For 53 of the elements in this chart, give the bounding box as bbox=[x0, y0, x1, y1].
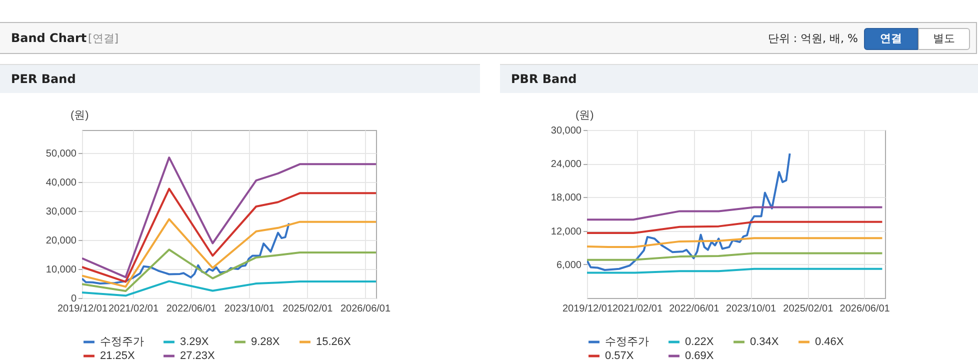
legend-label: 15.26X bbox=[316, 336, 352, 348]
chart-title: PBR Band bbox=[500, 64, 978, 93]
legend-label: 21.25X bbox=[100, 350, 136, 362]
x-tick-label: 2025/02/01 bbox=[282, 304, 334, 314]
x-tick-label: 2022/06/01 bbox=[669, 304, 720, 314]
text: 단위 : 억원, 배, % bbox=[768, 31, 858, 46]
text: 별도 bbox=[918, 28, 970, 50]
x-tick-label: 2019/12/01 bbox=[57, 304, 108, 314]
legend-label: 0.22X bbox=[685, 336, 714, 348]
legend-label: 3.29X bbox=[180, 336, 210, 348]
y-axis-title: (원) bbox=[70, 110, 89, 122]
y-tick-label: 12,000 bbox=[550, 226, 582, 238]
y-tick-label: 24,000 bbox=[550, 159, 582, 170]
y-tick-label: 6,000 bbox=[556, 260, 582, 271]
legend-label: 수정주가 bbox=[605, 336, 649, 348]
y-tick-label: 30,000 bbox=[46, 206, 77, 218]
legend-label: 0.34X bbox=[750, 336, 780, 348]
y-tick-label: 30,000 bbox=[550, 126, 582, 136]
y-tick-label: 40,000 bbox=[46, 178, 77, 189]
line-series bbox=[587, 252, 884, 261]
y-tick-label: 18,000 bbox=[550, 192, 582, 204]
text: Band Chart bbox=[11, 31, 87, 45]
x-tick-label: 2022/06/01 bbox=[166, 304, 217, 314]
line-series bbox=[82, 188, 376, 283]
line-series bbox=[82, 218, 376, 288]
text: 연결 bbox=[864, 28, 918, 50]
legend-label: 0.46X bbox=[815, 336, 844, 348]
x-tick-label: 2023/10/01 bbox=[224, 304, 275, 314]
legend-label: 0.57X bbox=[605, 350, 634, 362]
line-series bbox=[82, 248, 376, 292]
x-tick-label: 2025/02/01 bbox=[783, 304, 834, 314]
y-tick-label: 0 bbox=[70, 294, 77, 304]
y-tick-label: 50,000 bbox=[46, 148, 77, 160]
line-series bbox=[82, 156, 376, 278]
x-tick-label: 2026/06/01 bbox=[340, 304, 391, 314]
y-axis-title: (원) bbox=[576, 110, 594, 122]
legend-label: 27.23X bbox=[180, 350, 216, 362]
x-tick-label: 2026/06/01 bbox=[840, 304, 890, 314]
line-series bbox=[587, 152, 791, 271]
line-series bbox=[587, 220, 884, 234]
legend-label: 수정주가 bbox=[100, 336, 144, 348]
line-series bbox=[587, 237, 884, 248]
x-tick-label: 2021/02/01 bbox=[108, 304, 159, 314]
line-series bbox=[82, 222, 290, 285]
x-tick-label: 2021/02/01 bbox=[612, 304, 663, 314]
legend-label: 0.69X bbox=[685, 350, 714, 362]
legend-label: 9.28X bbox=[251, 336, 280, 348]
text: [연결] bbox=[88, 31, 119, 46]
y-tick-label: 20,000 bbox=[46, 236, 77, 247]
x-tick-label: 2023/10/01 bbox=[726, 304, 776, 314]
x-tick-label: 2019/12/01 bbox=[562, 304, 613, 314]
y-tick-label: 10,000 bbox=[46, 264, 77, 276]
chart-title: PER Band bbox=[0, 64, 480, 93]
